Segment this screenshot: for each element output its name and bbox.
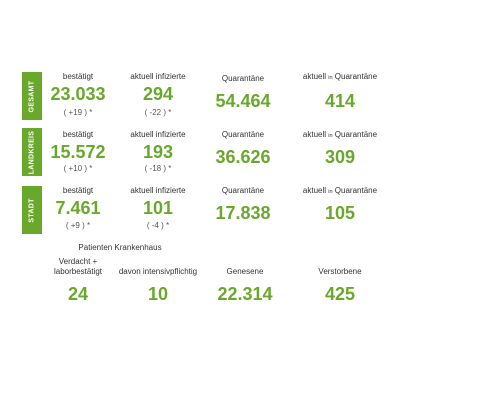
quarantine-label: Quarantäne xyxy=(221,130,265,139)
intensive-value: 10 xyxy=(147,284,169,304)
current-quarantine-label: aktuell in Quarantäne xyxy=(302,130,378,139)
quarantine-label: Quarantäne xyxy=(221,186,265,195)
confirmed-value: 7.461 xyxy=(55,198,101,218)
tab-stadt: STADT xyxy=(22,186,42,234)
recovered-label: Genesene xyxy=(226,267,264,276)
intensive-label: davon intensivpflichtig xyxy=(118,267,198,276)
confirmed-change: ( +19 ) * xyxy=(63,108,93,117)
confirmed-label: bestätigt xyxy=(62,72,94,81)
infected-label: aktuell infizierte xyxy=(130,72,186,81)
confirmed-label: bestätigt xyxy=(62,130,94,139)
suspected-label-line2: laborbestätigt xyxy=(53,267,103,276)
confirmed-change: ( +10 ) * xyxy=(63,164,93,173)
infected-value: 101 xyxy=(142,198,174,218)
current-quarantine-value: 309 xyxy=(324,147,356,167)
current-quarantine-value: 414 xyxy=(324,91,356,111)
infected-value: 193 xyxy=(142,142,174,162)
suspected-value: 24 xyxy=(67,284,89,304)
infected-change: ( -22 ) * xyxy=(144,108,172,117)
deceased-value: 425 xyxy=(324,284,356,304)
infected-value: 294 xyxy=(142,84,174,104)
confirmed-change: ( +9 ) * xyxy=(65,221,91,230)
current-quarantine-label: aktuell in Quarantäne xyxy=(302,72,378,81)
current-quarantine-label: aktuell in Quarantäne xyxy=(302,186,378,195)
tab-landkreis: LANDKREIS xyxy=(22,128,42,176)
current-quarantine-value: 105 xyxy=(324,203,356,223)
quarantine-value: 36.626 xyxy=(215,147,271,167)
hospital-title: Patienten Krankenhaus xyxy=(78,243,162,252)
confirmed-value: 15.572 xyxy=(50,142,106,162)
quarantine-label: Quarantäne xyxy=(221,74,265,83)
tab-gesamt: GESAMT xyxy=(22,72,42,120)
infected-label: aktuell infizierte xyxy=(130,130,186,139)
suspected-label-line1: Verdacht + xyxy=(58,257,98,266)
confirmed-label: bestätigt xyxy=(62,186,94,195)
quarantine-value: 54.464 xyxy=(215,91,271,111)
confirmed-value: 23.033 xyxy=(50,84,106,104)
quarantine-value: 17.838 xyxy=(215,203,271,223)
recovered-value: 22.314 xyxy=(217,284,273,304)
infected-change: ( -4 ) * xyxy=(146,221,170,230)
infected-label: aktuell infizierte xyxy=(130,186,186,195)
infected-change: ( -18 ) * xyxy=(144,164,172,173)
deceased-label: Verstorbene xyxy=(318,267,362,276)
